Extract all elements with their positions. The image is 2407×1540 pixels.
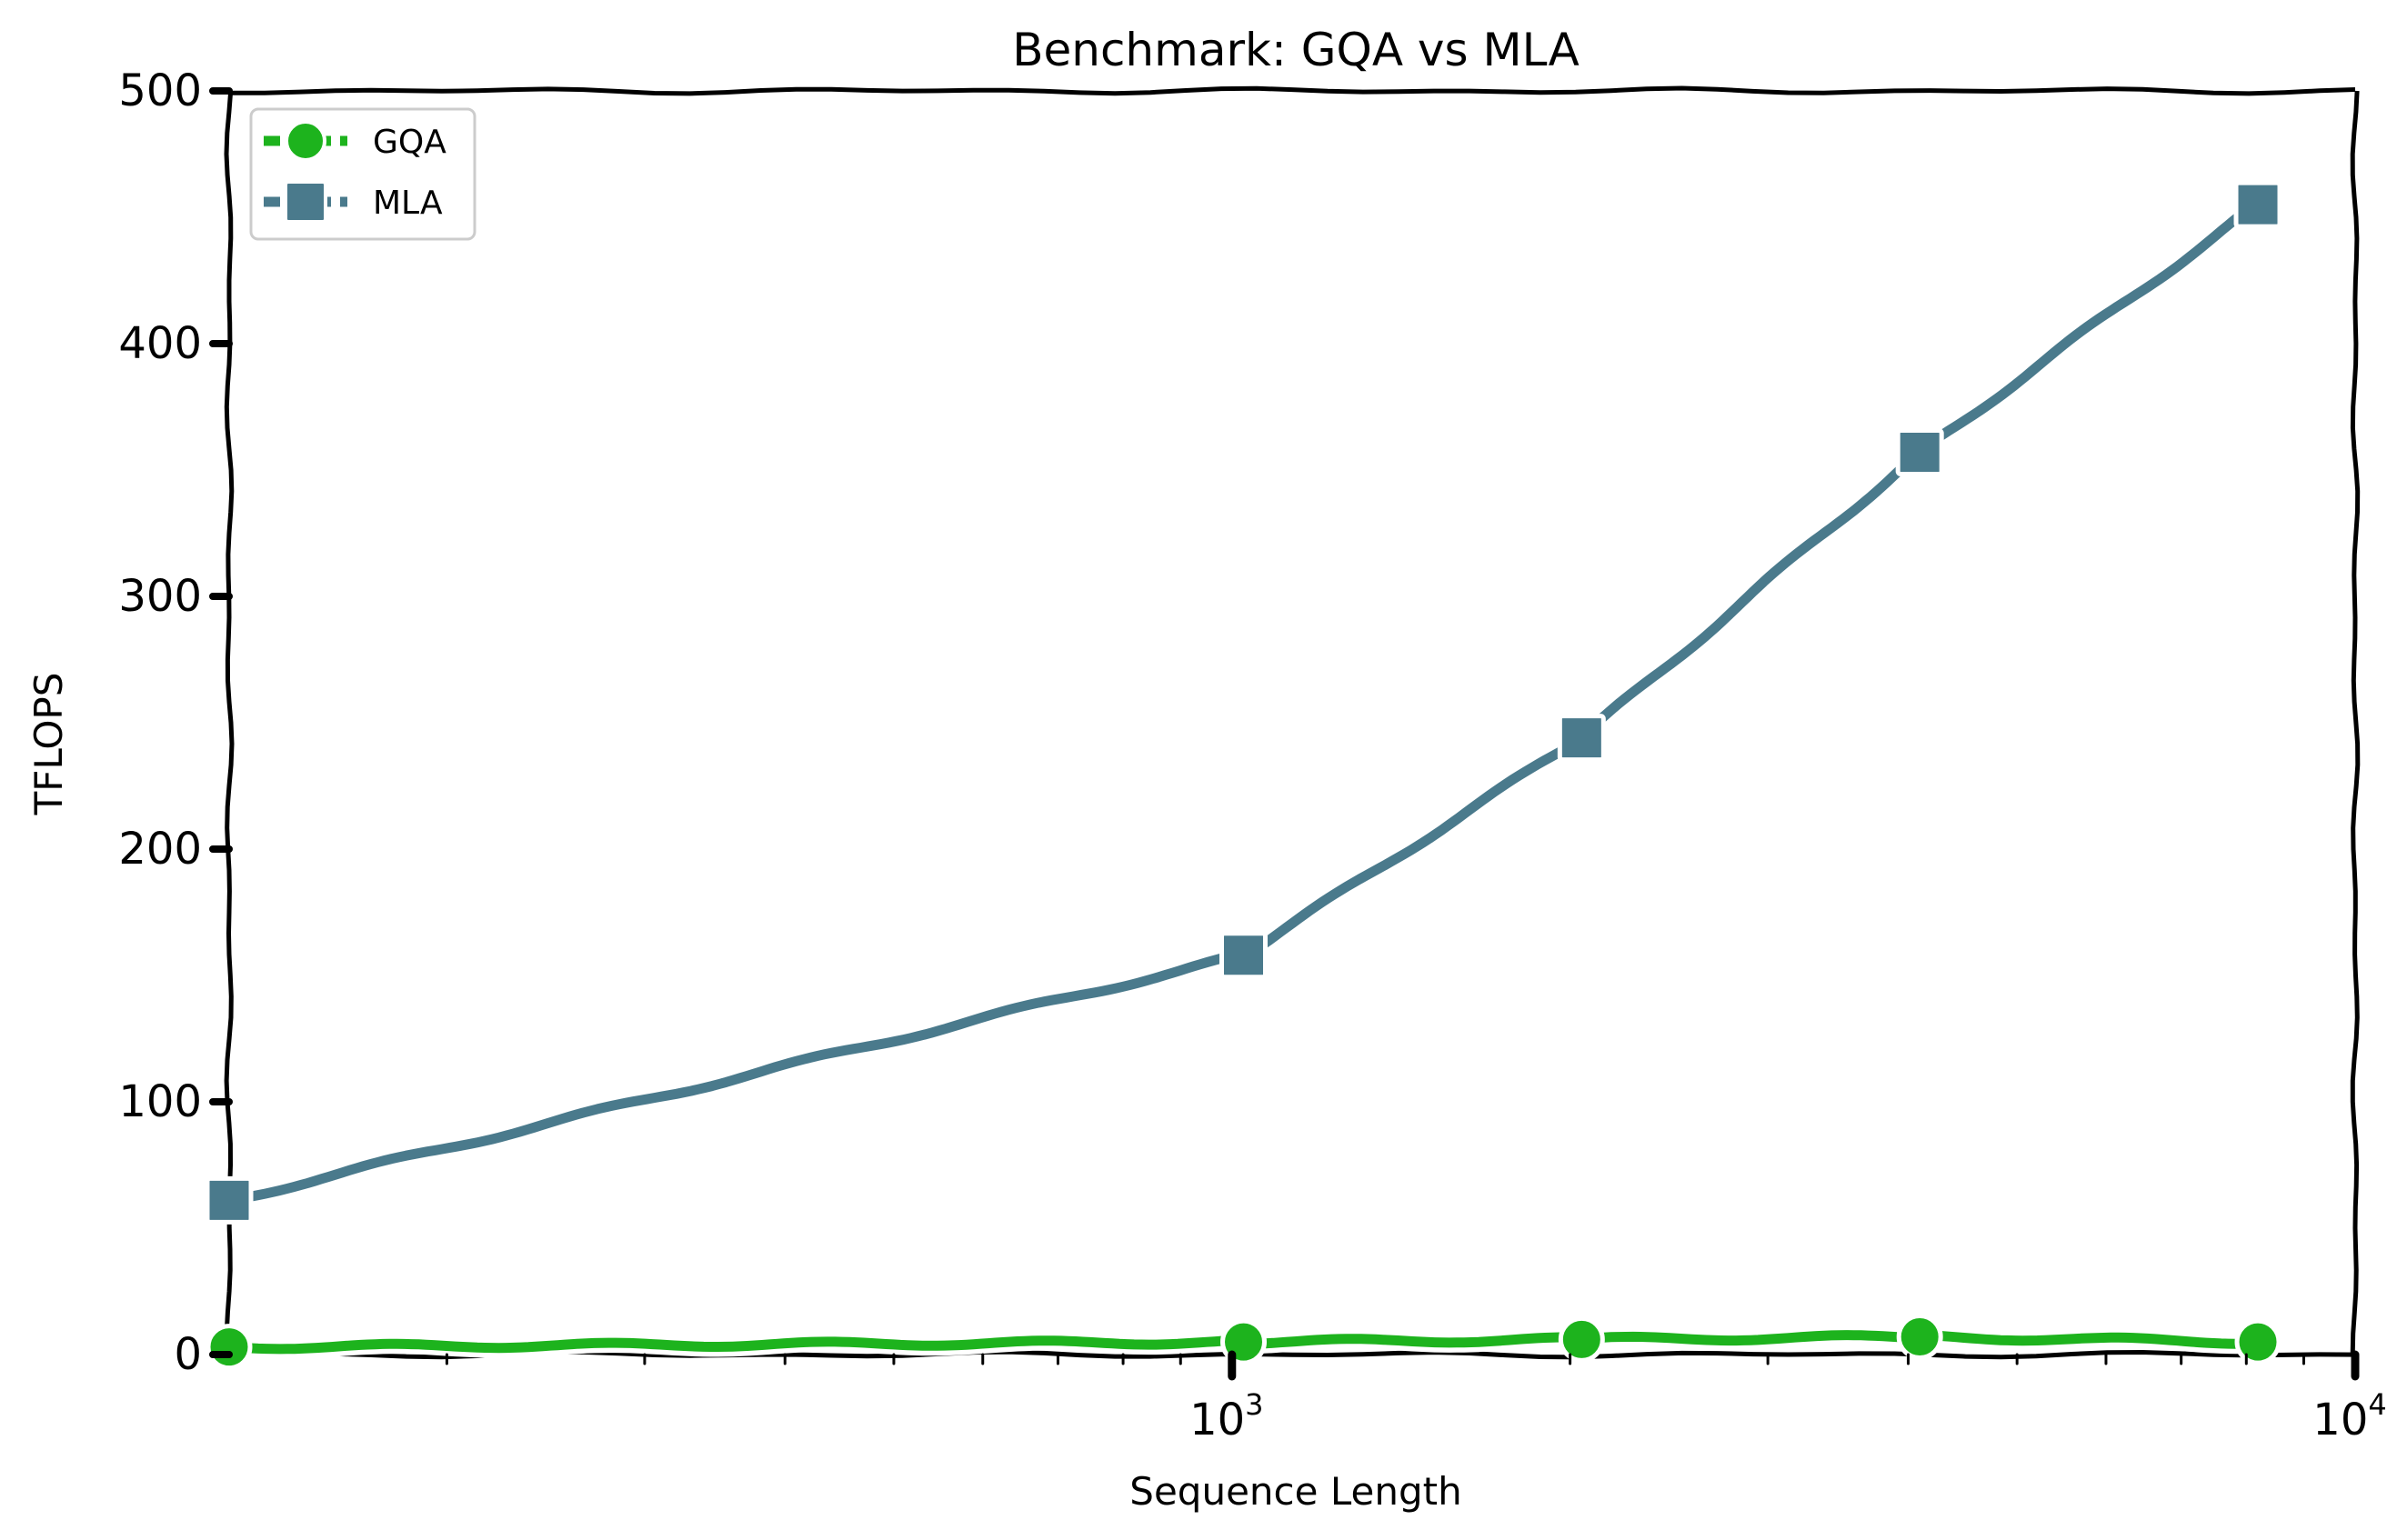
series-mla-line bbox=[224, 197, 2262, 1205]
legend-gqa-label: GQA bbox=[373, 124, 446, 161]
plot-frame bbox=[224, 85, 2361, 1360]
y-tick-label-500: 500 bbox=[118, 65, 202, 116]
x-axis-label: Sequence Length bbox=[1129, 1469, 1461, 1514]
series-mla-point-3 bbox=[1895, 428, 1944, 477]
frame-top bbox=[229, 85, 2356, 96]
series-layer bbox=[205, 180, 2282, 1371]
series-mla-point-4 bbox=[2233, 180, 2282, 229]
frame-right bbox=[2350, 90, 2361, 1355]
series-gqa-point-4 bbox=[2234, 1318, 2282, 1365]
y-tick-label-100: 100 bbox=[118, 1076, 202, 1127]
y-tick-label-300: 300 bbox=[118, 571, 202, 622]
series-gqa-point-3 bbox=[1896, 1314, 1943, 1361]
series-mla-point-2 bbox=[1557, 714, 1606, 763]
series-mla-point-1 bbox=[1219, 931, 1269, 980]
series-gqa-point-0 bbox=[206, 1324, 253, 1371]
y-tick-label-400: 400 bbox=[118, 318, 202, 369]
frame-left bbox=[224, 90, 235, 1355]
legend-mla-label: MLA bbox=[373, 185, 443, 222]
legend-mla-marker bbox=[284, 180, 327, 224]
legend-gqa-marker bbox=[285, 120, 326, 162]
x-tick-label-10000: 104 bbox=[2312, 1387, 2386, 1445]
legend: GQA MLA bbox=[249, 107, 476, 241]
x-tick-label-1000: 103 bbox=[1189, 1387, 1263, 1445]
y-tick-label-0: 0 bbox=[174, 1329, 202, 1380]
y-axis-label: TFLOPS bbox=[26, 673, 71, 816]
y-axis: 0 100 200 300 400 500 bbox=[118, 65, 233, 1380]
series-gqa-point-2 bbox=[1558, 1315, 1605, 1363]
series-mla-halo bbox=[219, 193, 2267, 1211]
x-axis: 103 104 bbox=[445, 1350, 2387, 1445]
series-mla-point-0 bbox=[205, 1175, 254, 1225]
y-tick-label-200: 200 bbox=[118, 824, 202, 875]
chart-title: Benchmark: GQA vs MLA bbox=[1012, 24, 1580, 76]
